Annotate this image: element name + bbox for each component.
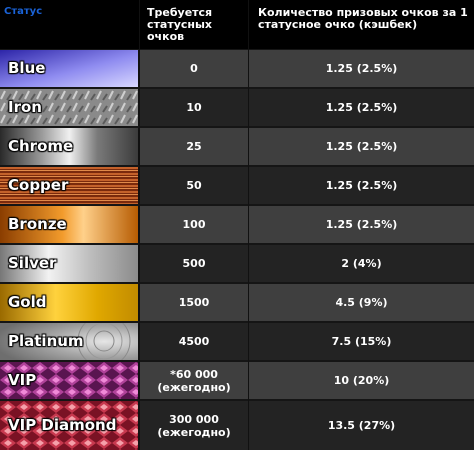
status-name: Blue	[8, 59, 46, 77]
required-points: 300 000	[169, 412, 219, 426]
required-points: 500	[182, 257, 206, 270]
badge-background	[0, 206, 138, 243]
required-points: 4500	[178, 335, 210, 348]
required-points: 25	[186, 140, 202, 153]
required-points-cell: 25	[140, 128, 248, 165]
column-divider	[139, 0, 140, 450]
required-points-note: (ежегодно)	[157, 380, 231, 394]
required-points: 100	[182, 218, 206, 231]
badge-background	[0, 89, 138, 126]
required-points-cell: 500	[140, 245, 248, 282]
header-required-points: Требуется статусных очков	[147, 6, 213, 43]
required-points-cell: 1500	[140, 284, 248, 321]
status-name: Iron	[8, 98, 42, 116]
required-points-cell: 300 000 (ежегодно)	[140, 401, 248, 450]
header-cashback-rate: Количество призовых очков за 1 статусное…	[258, 6, 468, 31]
required-points-note: (ежегодно)	[157, 425, 231, 439]
table-row: Silver 500 2 (4%)	[0, 245, 474, 282]
cashback-rate-cell: 1.25 (2.5%)	[249, 206, 474, 243]
badge-background	[0, 245, 138, 282]
table-row: VIP Diamond 300 000 (ежегодно) 13.5 (27%…	[0, 401, 474, 450]
status-badge-iron: Iron	[0, 89, 139, 126]
required-points-cell: 100	[140, 206, 248, 243]
required-points-cell: *60 000 (ежегодно)	[140, 362, 248, 399]
status-name: Copper	[8, 176, 69, 194]
badge-background	[0, 128, 138, 165]
status-name: Gold	[8, 293, 47, 311]
table-row: Copper 50 1.25 (2.5%)	[0, 167, 474, 204]
status-name: VIP	[8, 371, 37, 389]
cashback-rate-cell: 1.25 (2.5%)	[249, 167, 474, 204]
required-points: 50	[186, 179, 202, 192]
status-badge-vip-diamond: VIP Diamond	[0, 401, 139, 450]
required-points-cell: 4500	[140, 323, 248, 360]
status-badge-silver: Silver	[0, 245, 139, 282]
required-points-cell: 50	[140, 167, 248, 204]
cashback-rate-cell: 4.5 (9%)	[249, 284, 474, 321]
badge-background	[0, 362, 138, 399]
status-name: VIP Diamond	[8, 416, 117, 434]
table-row: Chrome 25 1.25 (2.5%)	[0, 128, 474, 165]
column-divider	[248, 0, 249, 450]
table-row: Iron 10 1.25 (2.5%)	[0, 89, 474, 126]
badge-background	[0, 284, 138, 321]
table-row: VIP *60 000 (ежегодно) 10 (20%)	[0, 362, 474, 399]
table-row: Gold 1500 4.5 (9%)	[0, 284, 474, 321]
table-header: Статус Требуется статусных очков Количес…	[0, 0, 474, 49]
badge-background	[0, 401, 138, 450]
status-name: Silver	[8, 254, 57, 272]
required-points: 0	[190, 62, 198, 75]
status-name: Chrome	[8, 137, 74, 155]
cashback-rate-cell: 7.5 (15%)	[249, 323, 474, 360]
badge-background	[0, 50, 138, 87]
status-badge-gold: Gold	[0, 284, 139, 321]
badge-background	[0, 167, 138, 204]
required-points: 10	[186, 101, 202, 114]
required-points: 1500	[178, 296, 210, 309]
required-points-cell: 0	[140, 50, 248, 87]
cashback-rate-cell: 2 (4%)	[249, 245, 474, 282]
cashback-rate-cell: 1.25 (2.5%)	[249, 128, 474, 165]
table-row: Bronze 100 1.25 (2.5%)	[0, 206, 474, 243]
header-status: Статус	[4, 6, 43, 17]
cashback-rate-cell: 1.25 (2.5%)	[249, 50, 474, 87]
status-badge-vip: VIP	[0, 362, 139, 399]
status-badge-platinum: Platinum	[0, 323, 139, 360]
status-badge-chrome: Chrome	[0, 128, 139, 165]
table-row: Blue 0 1.25 (2.5%)	[0, 50, 474, 87]
cashback-rate-cell: 10 (20%)	[249, 362, 474, 399]
required-points-cell: 10	[140, 89, 248, 126]
status-name: Bronze	[8, 215, 67, 233]
required-points: *60 000	[170, 367, 218, 381]
status-badge-bronze: Bronze	[0, 206, 139, 243]
badge-background	[0, 323, 138, 360]
table-row: Platinum 4500 7.5 (15%)	[0, 323, 474, 360]
status-badge-blue: Blue	[0, 50, 139, 87]
cashback-rate-cell: 13.5 (27%)	[249, 401, 474, 450]
cashback-rate-cell: 1.25 (2.5%)	[249, 89, 474, 126]
status-name: Platinum	[8, 332, 84, 350]
status-badge-copper: Copper	[0, 167, 139, 204]
